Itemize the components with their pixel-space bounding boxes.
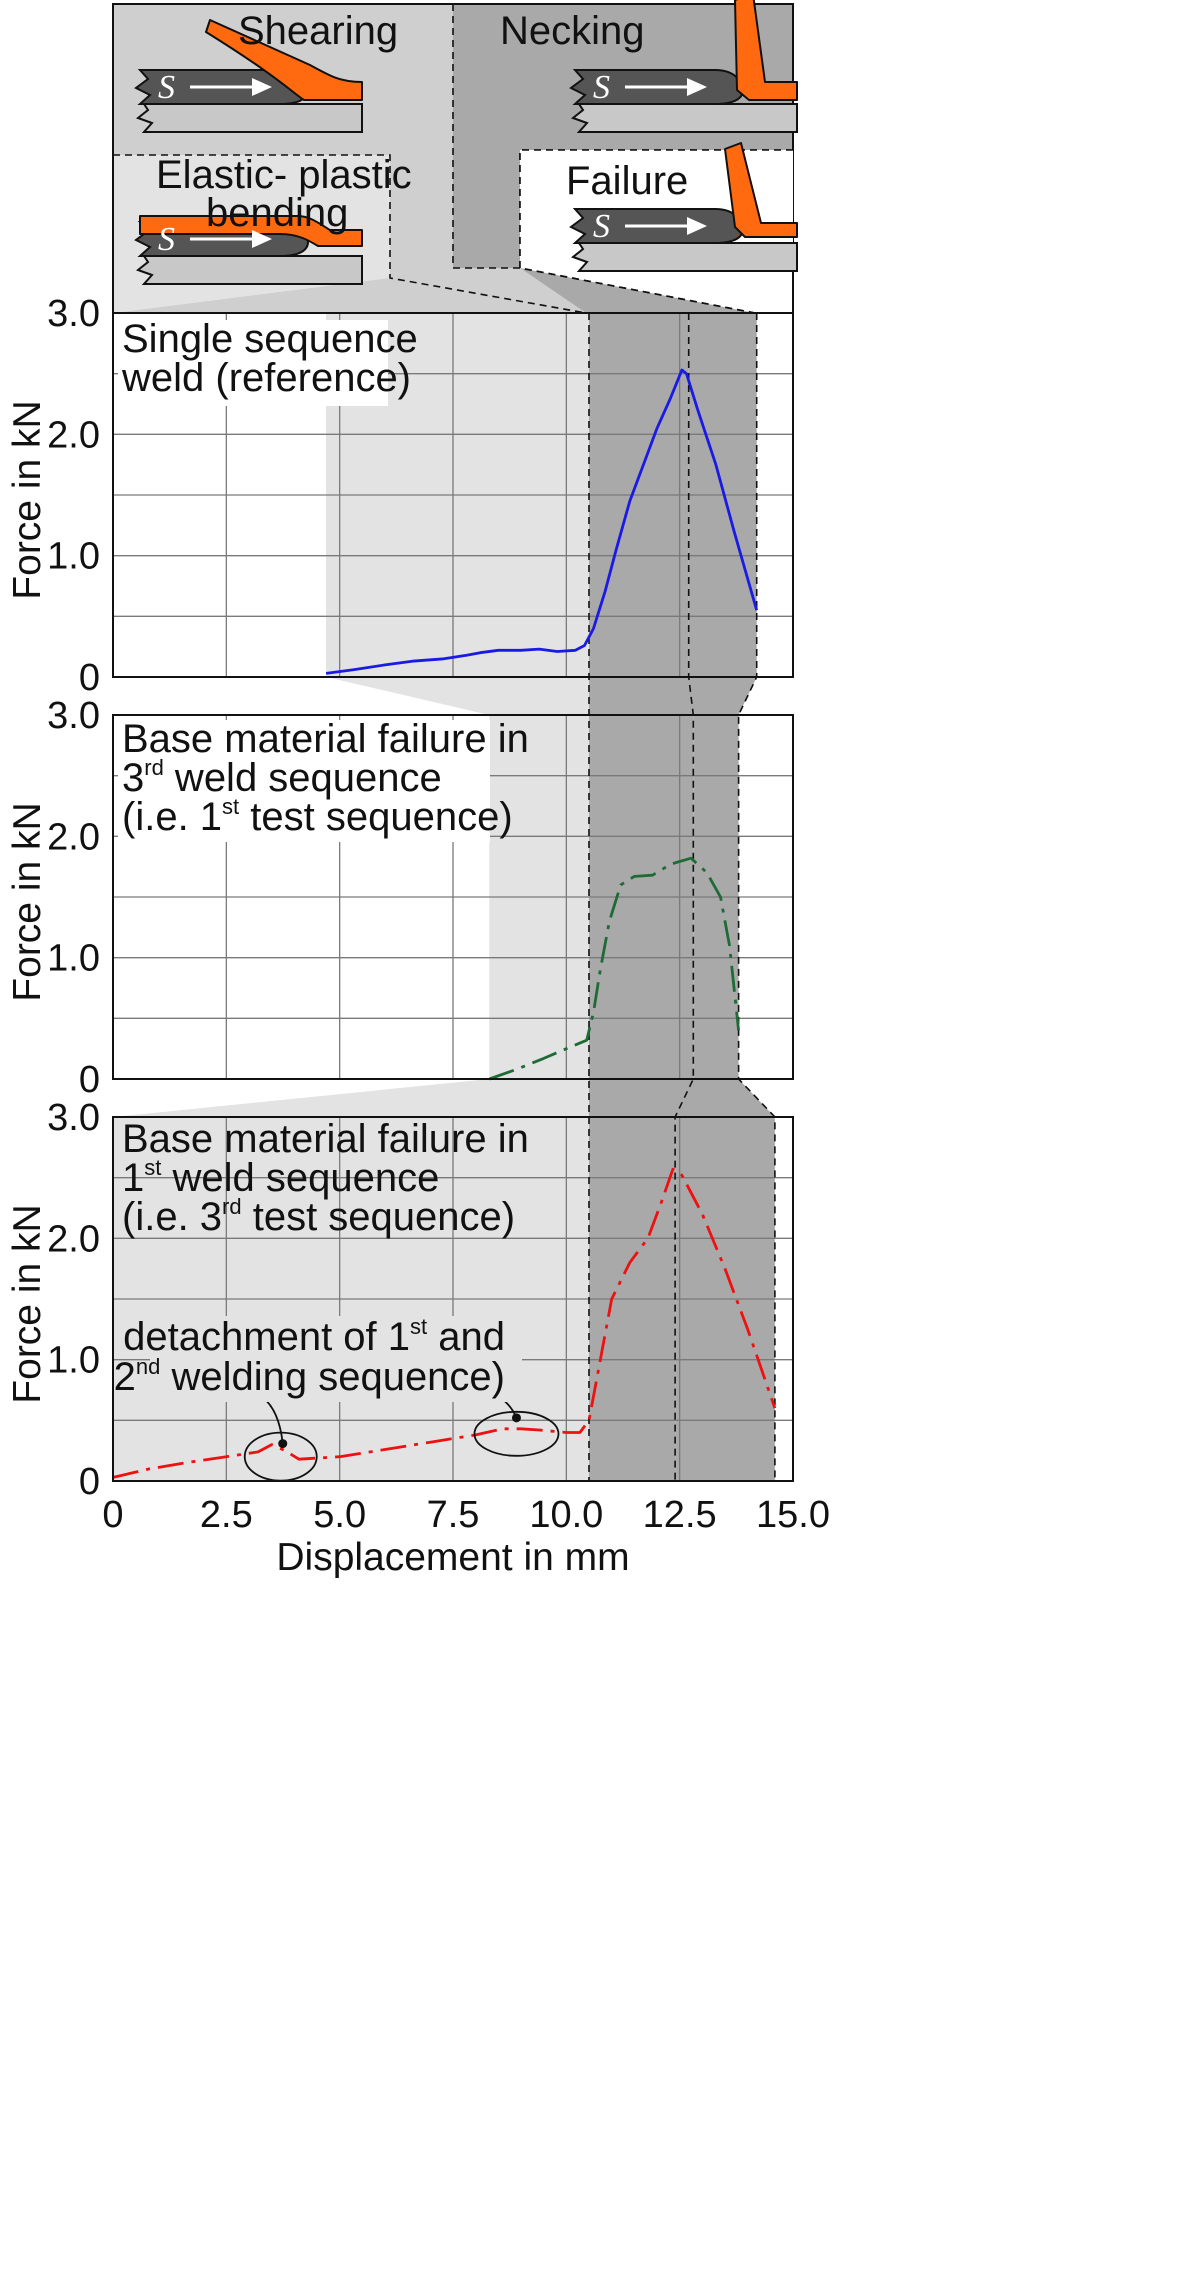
y-tick-label: 0 (79, 1461, 100, 1503)
series-line-2 (488, 856, 740, 1081)
necking-zone-connector (589, 677, 757, 715)
y-tick-label: 3.0 (47, 1097, 100, 1139)
y-tick-label: 1.0 (47, 1340, 100, 1382)
schematic-layer: S S S S (134, 0, 798, 285)
arrow-head (687, 217, 707, 235)
y-tick-label: 0 (79, 657, 100, 699)
y-tick-label: 2.0 (47, 414, 100, 456)
failure-schematic: S (569, 142, 798, 272)
x-tick-label: 5.0 (313, 1494, 366, 1536)
annotation-line: 2nd welding sequence) (114, 1354, 505, 1399)
series-layer (112, 368, 777, 1482)
symbol-s: S (158, 221, 175, 258)
top-sheet (205, 19, 363, 101)
bending-boundary (113, 154, 587, 314)
bending-schematic: S (134, 215, 363, 285)
panel-label-background (118, 320, 388, 406)
necking-schematic: S (569, 0, 798, 133)
necking-zone-connector (589, 1079, 775, 1117)
phase-label-shearing: Shearing (238, 9, 398, 53)
panel-label-line: 3rd weld sequence (122, 755, 442, 800)
base-plate (570, 103, 798, 133)
y-axis-label: Force in kN (6, 1204, 49, 1403)
bending-zone-connector (326, 677, 589, 715)
y-tick-label: 1.0 (47, 938, 100, 980)
annotation-dot (278, 1439, 288, 1449)
panel-label-background (118, 720, 490, 842)
top-sheet (734, 0, 798, 101)
symbol-s: S (593, 69, 610, 106)
failure-end-boundary (737, 313, 776, 1481)
shearing-schematic: S (134, 19, 363, 133)
y-axis-label: Force in kN (6, 400, 49, 599)
phase-label-bending-line1: Elastic- plastic (156, 153, 412, 197)
base-plate (135, 255, 363, 285)
panel-label-line: Single sequence (122, 317, 418, 361)
symbol-s: S (593, 208, 610, 245)
panel-frame-2 (112, 714, 794, 1080)
top-sheet (139, 215, 363, 247)
panel-label-line: weld (reference) (121, 356, 411, 400)
panel-label-line: Base material failure in (122, 717, 529, 761)
base-plate (135, 103, 363, 133)
base-plate (570, 242, 798, 272)
shearing-zone-lower (113, 155, 586, 313)
y-tick-label: 3.0 (47, 293, 100, 335)
x-tick-label: 2.5 (200, 1494, 253, 1536)
panel-frame-3 (112, 1116, 794, 1482)
annotation-dot (511, 1413, 521, 1423)
arrow-head (687, 78, 707, 96)
x-tick-label: 7.5 (427, 1494, 480, 1536)
phase-label-failure: Failure (566, 159, 688, 203)
panel-label-line: Base material failure in (122, 1117, 529, 1161)
panel-label-line: 1st weld sequence (122, 1155, 439, 1200)
x-axis-label: Displacement in mm (276, 1536, 629, 1579)
y-tick-label: 3.0 (47, 695, 100, 737)
panel-frame-1 (112, 312, 794, 678)
arrow-head (252, 78, 272, 96)
annotation-background (150, 1316, 522, 1402)
x-tick-label: 0 (102, 1494, 123, 1536)
y-axis-label: Force in kN (6, 802, 49, 1001)
series-line-3 (112, 1167, 777, 1479)
top-sheet (724, 142, 798, 238)
arrow-head (252, 230, 272, 248)
annotation-line: detachment of 1st and (123, 1314, 505, 1359)
phase-label-bending-line2: bending (206, 191, 348, 235)
necking-end-boundary (674, 313, 695, 1481)
y-tick-label: 2.0 (47, 1218, 100, 1260)
y-tick-label: 2.0 (47, 816, 100, 858)
necking-zone-lower (453, 150, 520, 268)
y-tick-label: 1.0 (47, 536, 100, 578)
bending-zone-connector (113, 1079, 589, 1117)
x-tick-label: 10.0 (529, 1494, 603, 1536)
y-tick-label: 0 (79, 1059, 100, 1101)
series-line-1 (325, 368, 759, 675)
annotation-ellipse (473, 1410, 560, 1457)
phase-label-necking: Necking (500, 9, 645, 53)
x-tick-label: 12.5 (643, 1494, 717, 1536)
panel-label-line: (i.e. 1st test sequence) (122, 794, 513, 839)
x-tick-label: 15.0 (756, 1494, 830, 1536)
failure-box-border (519, 149, 793, 314)
panel-label-line: (i.e. 3rd test sequence) (122, 1194, 515, 1239)
symbol-s: S (158, 69, 175, 106)
